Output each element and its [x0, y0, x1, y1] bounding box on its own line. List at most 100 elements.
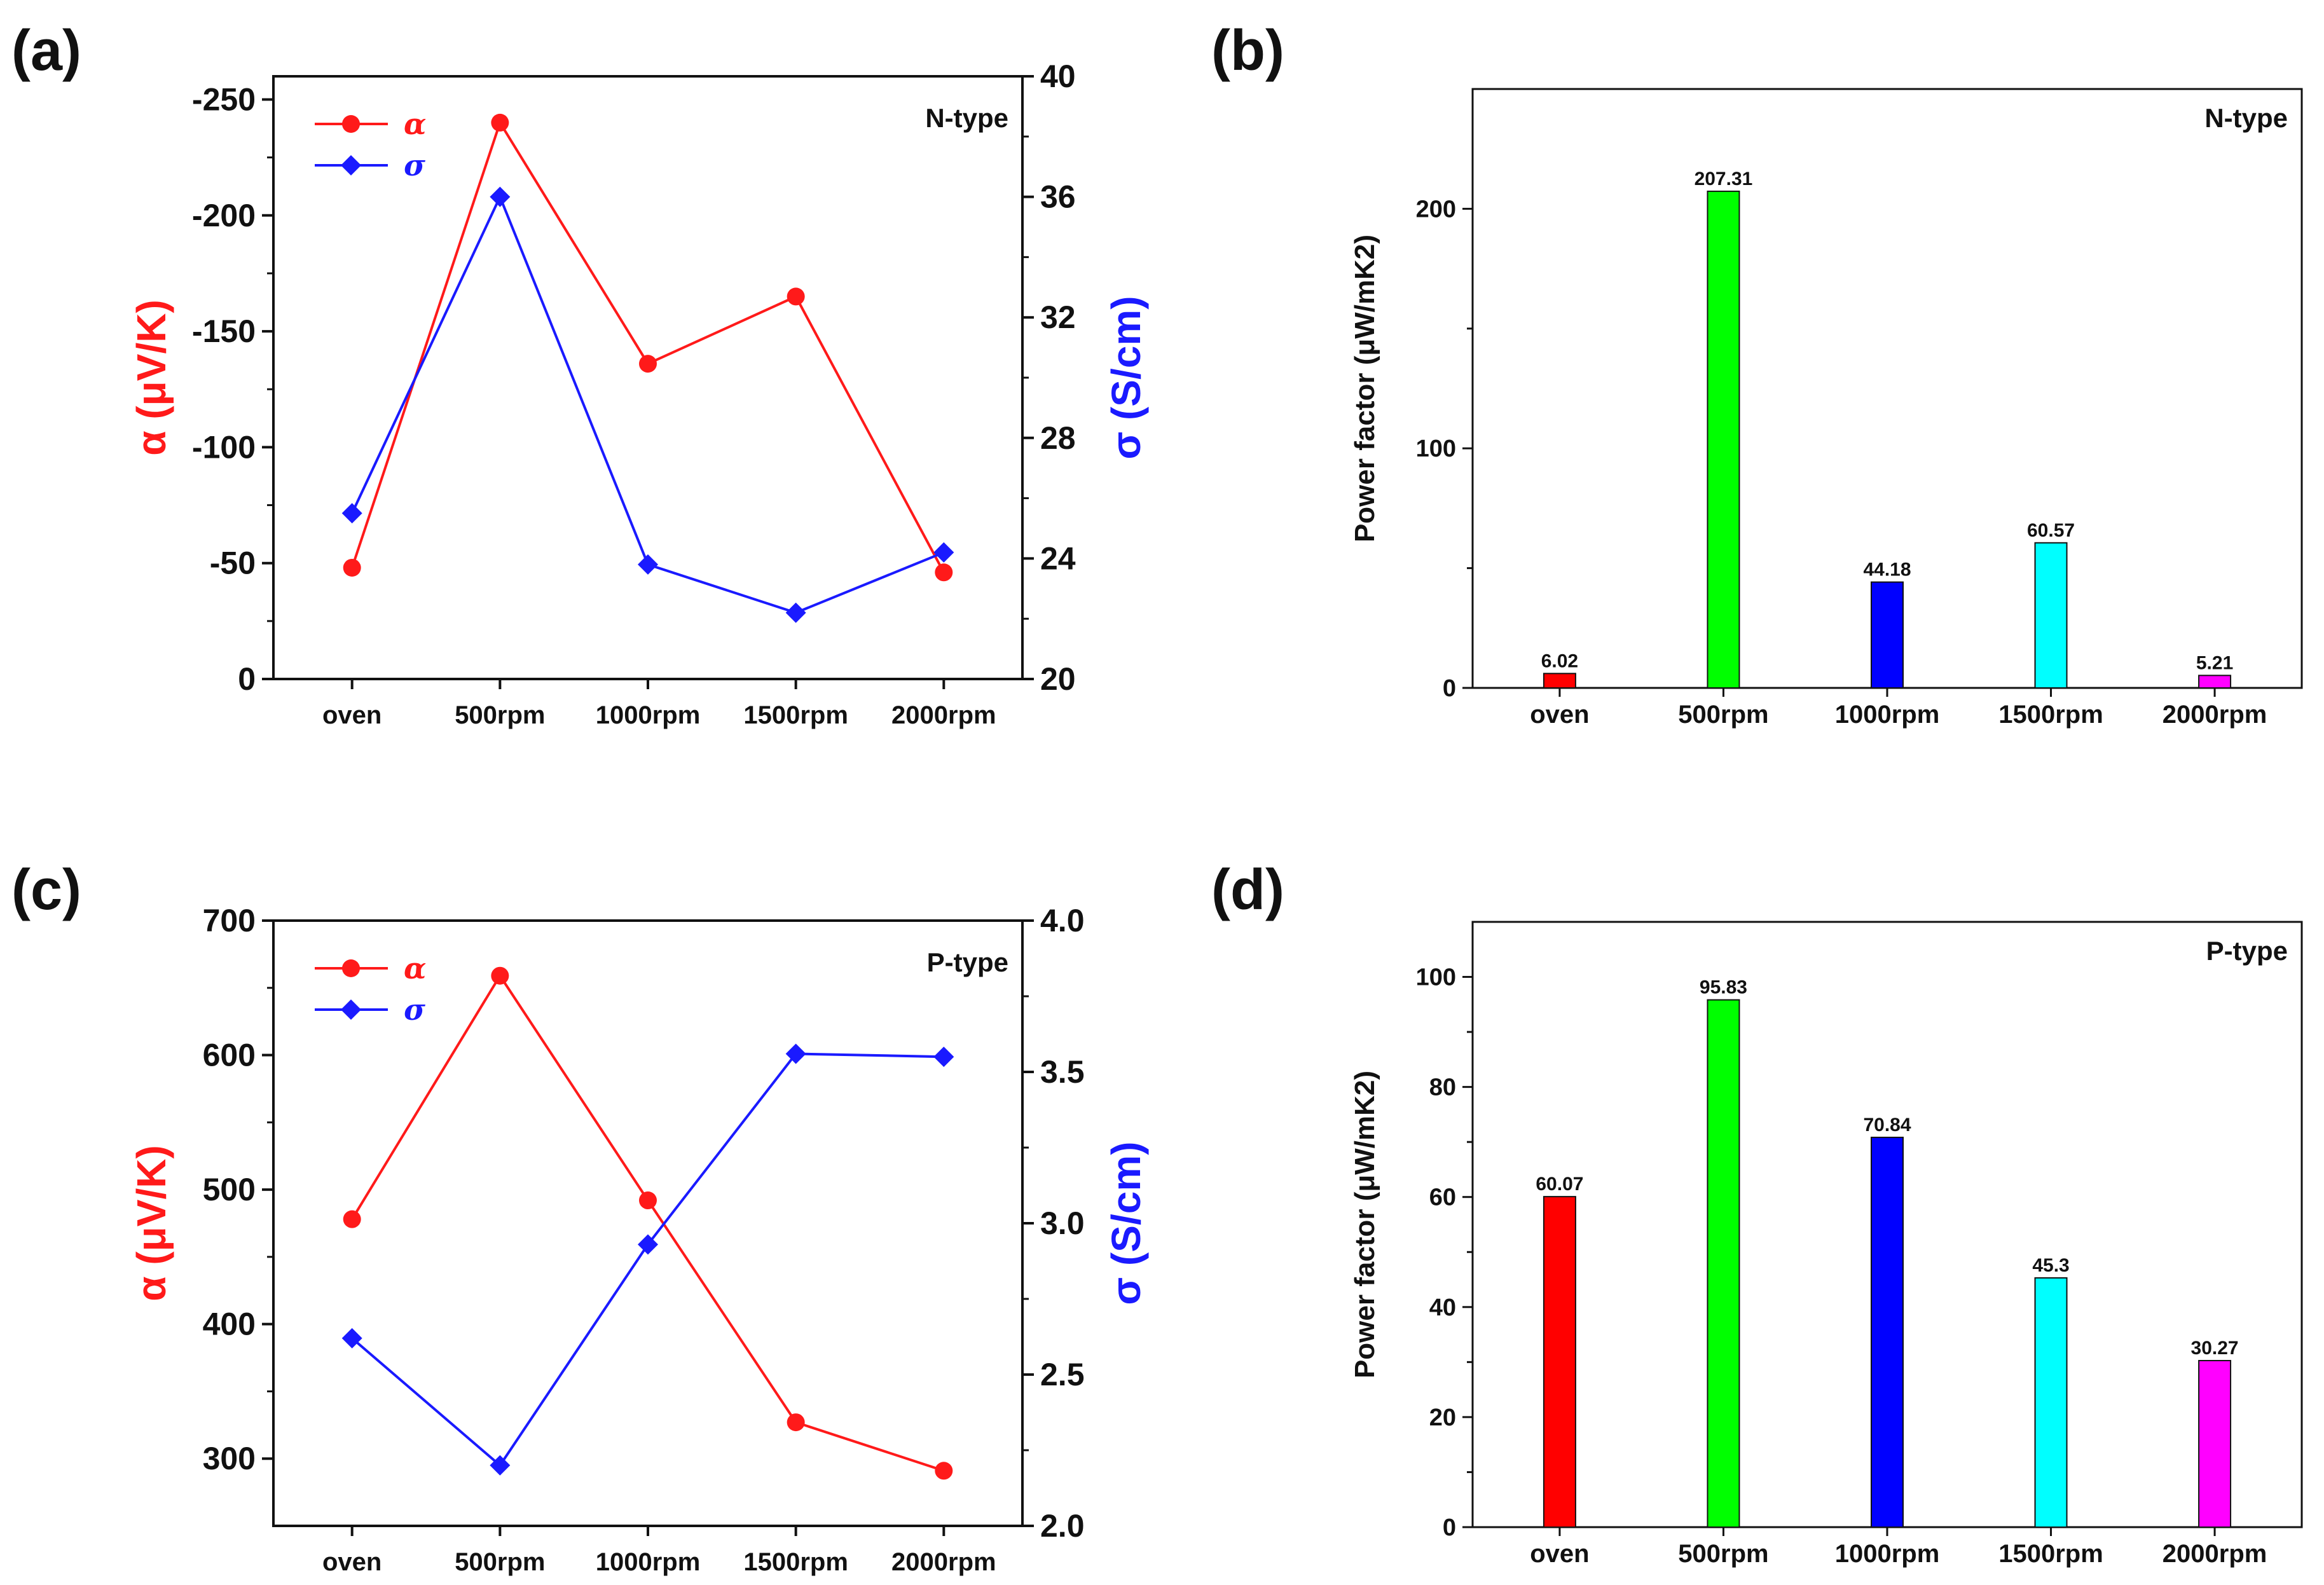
bar-2000rpm — [2198, 675, 2232, 689]
annotation: P-type — [927, 947, 1008, 977]
panel-c: (c) 300 400 500 600 700 2.0 2.5 3.0 3.5 4.0 oven 500… — [11, 858, 1149, 1576]
x-tick-label: 500rpm — [1678, 1540, 1768, 1568]
bar-oven — [1543, 1196, 1576, 1528]
data-point — [341, 503, 362, 524]
data-label: 6.02 — [1541, 650, 1578, 671]
data-label: 30.27 — [2191, 1338, 2239, 1359]
y-tick-label: 100 — [1416, 436, 1456, 462]
annotation: P-type — [2206, 936, 2288, 966]
y-tick-label: -150 — [192, 313, 256, 349]
y-axis-label: Power factor (μW/mK2) — [1349, 235, 1380, 542]
bar-500rpm — [1707, 190, 1740, 689]
data-label: 44.18 — [1863, 559, 1911, 580]
y-tick-label: -200 — [192, 198, 256, 233]
y-tick-label: 100 — [1416, 964, 1456, 991]
bar-1500rpm — [2034, 542, 2068, 689]
y-tick-label: -50 — [210, 545, 256, 581]
bar-oven — [1543, 673, 1576, 689]
x-tick-label: 1500rpm — [743, 1548, 848, 1576]
data-point — [639, 1191, 657, 1210]
y2-tick-label: 28 — [1040, 420, 1076, 456]
data-label: 45.3 — [2032, 1255, 2069, 1276]
bar-1000rpm — [1871, 1136, 1904, 1528]
panel-label: (c) — [11, 858, 81, 922]
data-point — [491, 113, 509, 132]
x-tick-label: 2000rpm — [2162, 701, 2267, 729]
y2-tick-label: 2.0 — [1040, 1508, 1085, 1544]
plot-frame — [272, 75, 1024, 680]
x-tick-label: oven — [322, 701, 382, 729]
plot-frame — [272, 919, 1024, 1527]
x-tick-label: 2000rpm — [2162, 1540, 2267, 1568]
data-point — [490, 186, 511, 207]
bar-500rpm — [1707, 999, 1740, 1528]
legend-label: σ — [404, 148, 425, 182]
x-tick-label: oven — [322, 1548, 382, 1576]
series-line-sigma — [351, 1052, 944, 1467]
y-tick-label: -100 — [192, 429, 256, 465]
data-point — [787, 287, 805, 306]
y2-tick-label: 24 — [1040, 540, 1076, 576]
x-tick-label: 1500rpm — [743, 701, 848, 729]
panel-d: (d) 0 20 40 60 80 100 oven 60.07 500rpm 95.83 1000r… — [1211, 858, 2303, 1568]
x-tick-label: 2000rpm — [891, 1548, 996, 1576]
y2-tick-label: 20 — [1040, 661, 1076, 697]
x-tick-label: 1500rpm — [1998, 701, 2103, 729]
y2-tick-label: 3.0 — [1040, 1205, 1085, 1241]
bar-1000rpm — [1871, 581, 1904, 689]
series-line-alpha — [350, 973, 944, 1472]
panel-label: (d) — [1211, 858, 1284, 922]
y-tick-label: 0 — [1443, 675, 1456, 702]
data-point — [785, 602, 806, 623]
data-label: 5.21 — [2196, 652, 2233, 673]
y2-tick-label: 2.5 — [1040, 1357, 1085, 1392]
data-point — [638, 554, 658, 575]
data-point — [343, 558, 361, 577]
x-tick-label: oven — [1530, 701, 1589, 729]
y2-tick-label: 4.0 — [1040, 903, 1085, 938]
legend-label: σ — [404, 992, 425, 1027]
y-tick-label: 700 — [203, 903, 256, 938]
y-tick-label: 60 — [1429, 1184, 1456, 1211]
x-tick-label: oven — [1530, 1540, 1589, 1568]
x-tick-label: 500rpm — [1678, 701, 1768, 729]
x-tick-label: 1000rpm — [1835, 701, 1940, 729]
data-point — [341, 1328, 362, 1348]
legend-label: α — [404, 951, 426, 985]
panel-b: (b) 0 100 200 oven 6.02 500rpm 207.31 1000rpm 44.… — [1211, 19, 2303, 729]
data-point — [933, 1046, 954, 1067]
data-point — [933, 542, 954, 563]
legend-marker — [341, 155, 361, 175]
annotation: N-type — [925, 103, 1008, 133]
y-tick-label: 300 — [203, 1441, 256, 1476]
y-tick-label: 600 — [203, 1038, 256, 1073]
x-tick-label: 1500rpm — [1998, 1540, 2103, 1568]
series-line-alpha — [350, 120, 945, 573]
legend-marker — [342, 959, 360, 977]
data-point — [935, 563, 953, 582]
y-axis-label: α (μV/K) — [128, 299, 174, 456]
y2-tick-label: 3.5 — [1040, 1054, 1085, 1090]
y2-tick-label: 40 — [1040, 58, 1076, 94]
y-tick-label: 400 — [203, 1307, 256, 1342]
data-point — [935, 1462, 953, 1480]
bar-2000rpm — [2198, 1360, 2232, 1528]
x-tick-label: 1000rpm — [596, 1548, 701, 1576]
data-point — [639, 355, 657, 373]
data-point — [491, 966, 509, 985]
panel-label: (a) — [11, 19, 81, 83]
y-tick-label: 40 — [1429, 1294, 1456, 1321]
y2-axis-label: σ (S/cm) — [1103, 1141, 1149, 1305]
y-tick-label: 200 — [1416, 196, 1456, 223]
data-label: 60.57 — [2027, 520, 2075, 541]
data-label: 207.31 — [1695, 168, 1753, 189]
x-tick-label: 500rpm — [455, 1548, 545, 1576]
x-tick-label: 1000rpm — [1835, 1540, 1940, 1568]
y2-tick-label: 32 — [1040, 299, 1076, 335]
y-axis-label: α (μV/K) — [128, 1145, 174, 1301]
bar-1500rpm — [2034, 1277, 2068, 1528]
panel-label: (b) — [1211, 19, 1284, 83]
y-axis-label: Power factor (μW/mK2) — [1349, 1071, 1380, 1378]
data-label: 95.83 — [1700, 977, 1747, 998]
